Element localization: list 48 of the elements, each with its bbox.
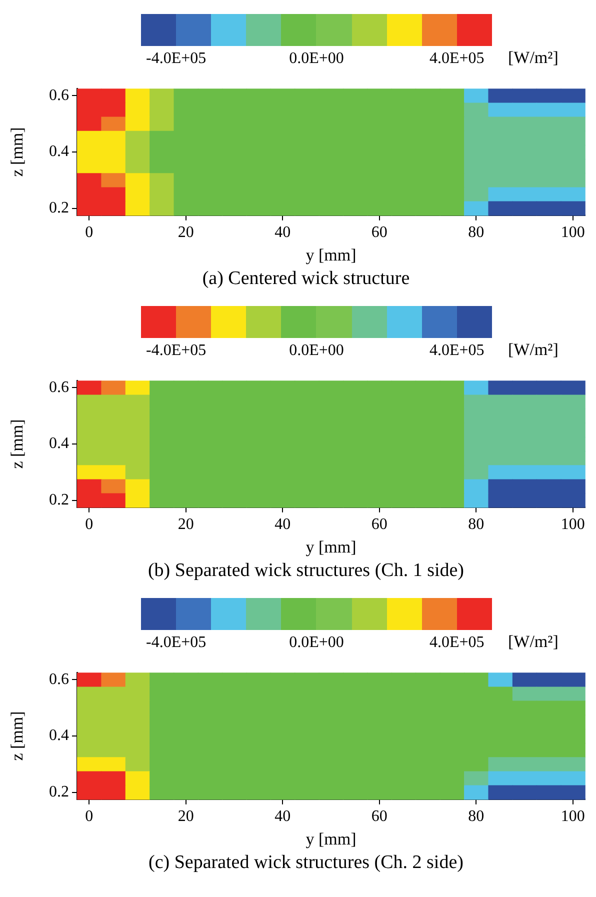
x-tick-label: 80 [468, 808, 484, 826]
y-tick-label: 0.4 [49, 727, 69, 744]
x-tick-label: 20 [178, 516, 194, 534]
y-tick-label: 0.6 [49, 670, 69, 688]
color-bar-label: -4.0E+05 [145, 634, 208, 652]
y-tick-label: 0.4 [49, 143, 69, 160]
x-tick-label: 40 [274, 808, 291, 826]
x-tick-label: 100 [560, 224, 585, 242]
x-tick-label: 100 [560, 808, 585, 826]
x-tick-label: 0 [85, 516, 94, 534]
y-axis-title: z [mm] [8, 419, 27, 469]
y-tick-label: 0.2 [49, 784, 69, 801]
x-tick-label: 20 [178, 224, 194, 242]
color-bar-label: 4.0E+05 [429, 634, 484, 651]
text: (a) Centered wick structure [201, 268, 411, 290]
color-bar-label: 4.0E+05 [429, 342, 484, 359]
y-axis-title: z [mm] [8, 711, 27, 761]
text: (c) Separated wick structures (Ch. 2 side) [148, 852, 464, 874]
y-tick-label: 0.6 [49, 378, 69, 396]
color-bar-label: -4.0E+05 [145, 50, 208, 68]
x-tick-label: 40 [274, 516, 291, 534]
color-bar-title: [W/m²] [508, 632, 558, 652]
y-tick-label: 0.4 [49, 435, 69, 452]
x-tick-label: 100 [560, 516, 585, 534]
x-axis-title: y [mm] [306, 245, 356, 264]
color-bar-title: [W/m²] [508, 340, 558, 360]
color-bar-label: 0.0E+00 [288, 50, 345, 68]
x-tick-label: 60 [371, 808, 388, 826]
y-tick-label: 0.6 [49, 86, 69, 104]
color-bar-title: [W/m²] [508, 48, 558, 68]
color-bar-label: -4.0E+05 [145, 342, 208, 360]
color-bar-label: 4.0E+05 [429, 50, 484, 67]
x-tick-label: 80 [468, 224, 484, 242]
x-tick-label: 40 [274, 224, 291, 242]
color-bar-label: 0.0E+00 [288, 342, 345, 360]
x-tick-label: 60 [371, 224, 388, 242]
x-tick-label: 0 [85, 808, 94, 826]
y-axis-title: z [mm] [8, 127, 27, 177]
x-tick-label: 80 [468, 516, 484, 534]
x-tick-label: 60 [371, 516, 388, 534]
x-axis-title: y [mm] [306, 537, 356, 556]
y-tick-label: 0.2 [49, 492, 69, 509]
text: (b) Separated wick structures (Ch. 1 side) [146, 560, 466, 582]
y-tick-label: 0.2 [49, 200, 69, 217]
x-tick-label: 20 [178, 808, 194, 826]
x-tick-label: 0 [85, 224, 94, 242]
color-bar-label: 0.0E+00 [288, 634, 345, 652]
x-axis-title: y [mm] [306, 829, 356, 848]
